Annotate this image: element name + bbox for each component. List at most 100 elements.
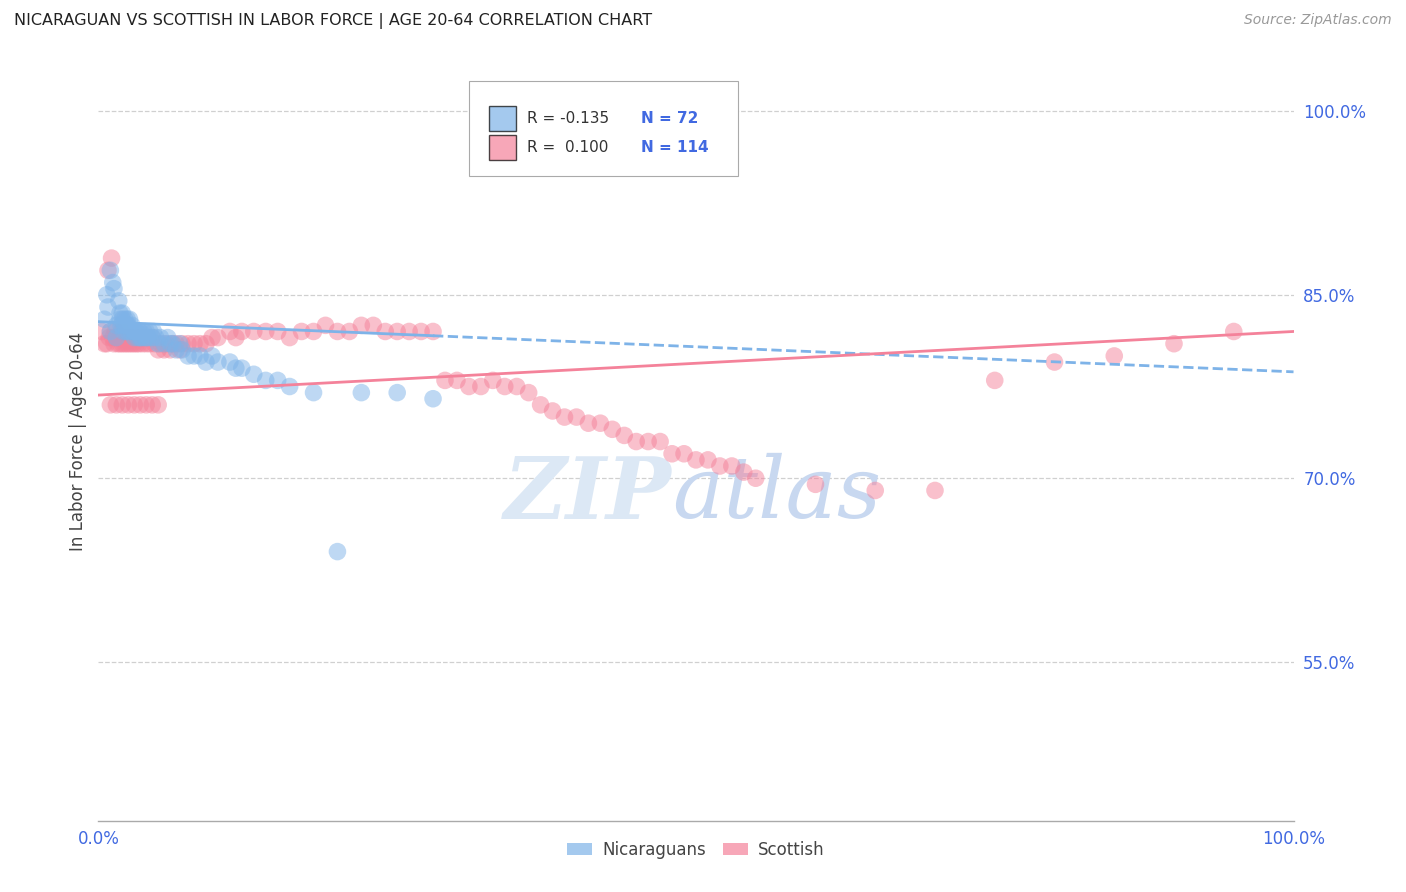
Point [103,282,125,296]
Point [231,361,253,376]
Point [685,453,707,467]
Point [121,318,143,333]
Point [661,447,683,461]
Point [481,373,505,387]
Y-axis label: In Labor Force | Age 20-64: In Labor Force | Age 20-64 [69,332,87,551]
Point [112,330,135,344]
Point [96,336,118,351]
Point [101,276,124,290]
Point [326,325,349,339]
Point [125,336,148,351]
Point [446,373,468,387]
Point [110,325,132,339]
Point [100,251,122,265]
Point [637,434,659,449]
Point [111,312,134,326]
Point [326,544,349,558]
Point [422,325,444,339]
Point [207,355,229,369]
Point [111,306,134,320]
Point [135,336,157,351]
Point [165,343,187,357]
Point [195,355,218,369]
Point [138,330,160,344]
Point [108,336,131,351]
Point [132,330,155,344]
Point [139,336,162,351]
Point [124,330,146,344]
Text: N = 114: N = 114 [641,140,709,155]
Point [117,330,139,344]
Point [709,458,731,473]
Point [398,325,420,339]
Text: atlas: atlas [672,453,882,536]
Point [195,336,218,351]
Point [149,336,172,351]
Point [118,336,141,351]
Point [254,325,277,339]
Point [188,336,211,351]
Text: R = -0.135: R = -0.135 [527,111,610,126]
Point [177,349,200,363]
FancyBboxPatch shape [489,106,516,131]
Point [315,318,337,333]
Text: NICARAGUAN VS SCOTTISH IN LABOR FORCE | AGE 20-64 CORRELATION CHART: NICARAGUAN VS SCOTTISH IN LABOR FORCE | … [14,13,652,29]
Point [124,336,146,351]
Point [278,330,301,344]
Point [98,325,122,339]
Point [149,330,172,344]
Point [159,343,181,357]
Point [98,263,122,277]
Point [225,361,247,376]
Point [128,336,150,351]
Point [128,325,150,339]
Point [385,325,409,339]
Point [225,330,247,344]
Point [145,330,167,344]
Point [1223,325,1246,339]
Point [589,416,612,430]
Point [565,410,588,425]
Point [231,325,253,339]
Point [124,330,146,344]
Point [745,471,768,485]
Point [141,330,163,344]
Point [422,392,444,406]
Point [117,325,139,339]
Point [108,312,131,326]
Point [114,318,136,333]
Point [924,483,946,498]
Point [494,379,516,393]
Point [121,336,143,351]
Point [107,330,129,344]
Point [110,318,132,333]
Point [114,336,136,351]
Point [219,325,242,339]
Point [101,330,124,344]
Point [172,343,194,357]
Point [350,385,373,400]
Point [733,465,755,479]
Point [104,325,127,339]
Point [111,398,134,412]
Point [120,330,142,344]
Point [602,422,624,436]
Text: R =  0.100: R = 0.100 [527,140,609,155]
Point [131,336,153,351]
Point [129,325,152,339]
Point [124,325,146,339]
Point [105,398,128,412]
Point [697,453,720,467]
Point [114,312,136,326]
Point [243,325,266,339]
Point [267,373,290,387]
Point [673,447,696,461]
Point [135,398,157,412]
Point [865,483,887,498]
Point [302,325,325,339]
Point [984,373,1007,387]
Point [98,330,121,344]
Point [97,263,120,277]
Point [107,293,129,308]
Point [165,336,187,351]
